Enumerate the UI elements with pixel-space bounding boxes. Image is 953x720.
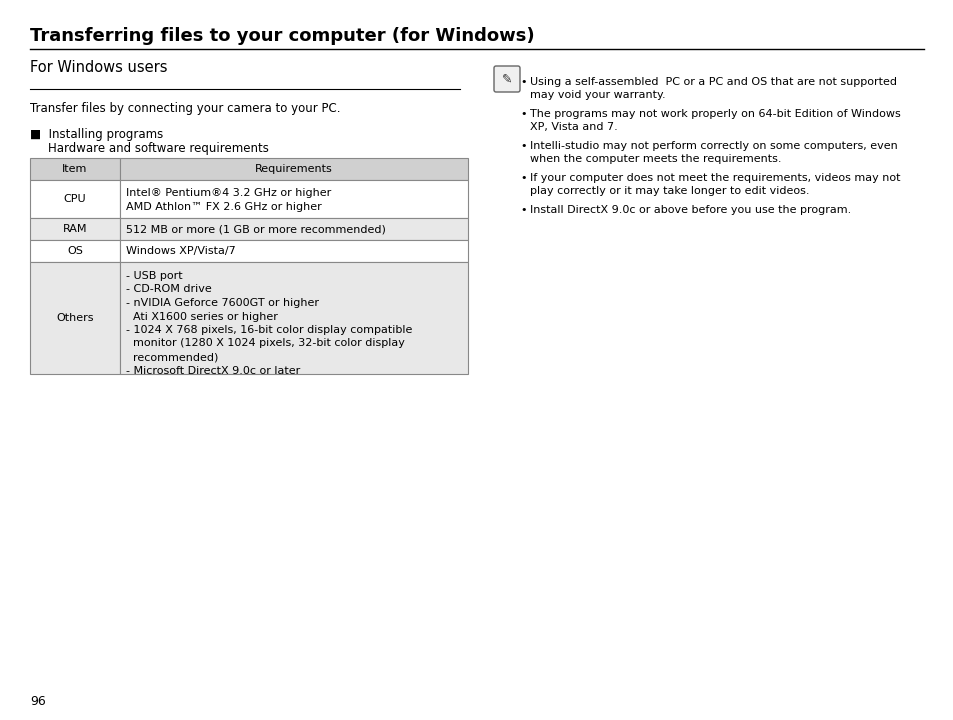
- Text: 512 MB or more (1 GB or more recommended): 512 MB or more (1 GB or more recommended…: [126, 224, 385, 234]
- Text: 96: 96: [30, 695, 46, 708]
- Text: Transfer files by connecting your camera to your PC.: Transfer files by connecting your camera…: [30, 102, 340, 115]
- Text: If your computer does not meet the requirements, videos may not: If your computer does not meet the requi…: [530, 173, 900, 183]
- Text: •: •: [519, 205, 526, 215]
- Text: play correctly or it may take longer to edit videos.: play correctly or it may take longer to …: [530, 186, 809, 196]
- Text: •: •: [519, 173, 526, 183]
- Bar: [120, 262, 468, 374]
- Bar: [120, 240, 468, 262]
- Text: Others: Others: [56, 313, 93, 323]
- Text: Ati X1600 series or higher: Ati X1600 series or higher: [126, 312, 277, 322]
- Text: •: •: [519, 109, 526, 119]
- Text: ■  Installing programs: ■ Installing programs: [30, 128, 163, 141]
- Text: •: •: [519, 77, 526, 87]
- Text: XP, Vista and 7.: XP, Vista and 7.: [530, 122, 618, 132]
- Text: - nVIDIA Geforce 7600GT or higher: - nVIDIA Geforce 7600GT or higher: [126, 298, 318, 308]
- Text: - Microsoft DirectX 9.0c or later: - Microsoft DirectX 9.0c or later: [126, 366, 300, 376]
- Text: Intelli-studio may not perform correctly on some computers, even: Intelli-studio may not perform correctly…: [530, 141, 897, 151]
- FancyBboxPatch shape: [494, 66, 519, 92]
- Text: - 1024 X 768 pixels, 16-bit color display compatible: - 1024 X 768 pixels, 16-bit color displa…: [126, 325, 412, 335]
- Text: - USB port: - USB port: [126, 271, 182, 281]
- Text: Hardware and software requirements: Hardware and software requirements: [48, 142, 269, 155]
- Text: Windows XP/Vista/7: Windows XP/Vista/7: [126, 246, 235, 256]
- Bar: [30, 158, 120, 180]
- Text: Install DirectX 9.0c or above before you use the program.: Install DirectX 9.0c or above before you…: [530, 205, 850, 215]
- Text: Item: Item: [62, 164, 88, 174]
- Text: when the computer meets the requirements.: when the computer meets the requirements…: [530, 154, 781, 164]
- Text: CPU: CPU: [64, 194, 86, 204]
- Text: ✎: ✎: [501, 73, 512, 86]
- Bar: [30, 218, 120, 240]
- Text: recommended): recommended): [126, 352, 218, 362]
- Text: - CD-ROM drive: - CD-ROM drive: [126, 284, 212, 294]
- Bar: [30, 262, 120, 374]
- Text: Requirements: Requirements: [254, 164, 333, 174]
- Bar: [120, 158, 468, 180]
- Text: Transferring files to your computer (for Windows): Transferring files to your computer (for…: [30, 27, 534, 45]
- Text: For Windows users: For Windows users: [30, 60, 168, 75]
- Text: The programs may not work properly on 64-bit Edition of Windows: The programs may not work properly on 64…: [530, 109, 900, 119]
- Text: AMD Athlon™ FX 2.6 GHz or higher: AMD Athlon™ FX 2.6 GHz or higher: [126, 202, 321, 212]
- Text: may void your warranty.: may void your warranty.: [530, 90, 665, 100]
- Bar: [120, 218, 468, 240]
- Text: RAM: RAM: [63, 224, 87, 234]
- Bar: [30, 180, 120, 218]
- Bar: [30, 240, 120, 262]
- Text: monitor (1280 X 1024 pixels, 32-bit color display: monitor (1280 X 1024 pixels, 32-bit colo…: [126, 338, 404, 348]
- Text: Intel® Pentium®4 3.2 GHz or higher: Intel® Pentium®4 3.2 GHz or higher: [126, 188, 331, 198]
- Text: Using a self-assembled  PC or a PC and OS that are not supported: Using a self-assembled PC or a PC and OS…: [530, 77, 896, 87]
- Bar: [120, 180, 468, 218]
- Text: OS: OS: [67, 246, 83, 256]
- Text: •: •: [519, 141, 526, 151]
